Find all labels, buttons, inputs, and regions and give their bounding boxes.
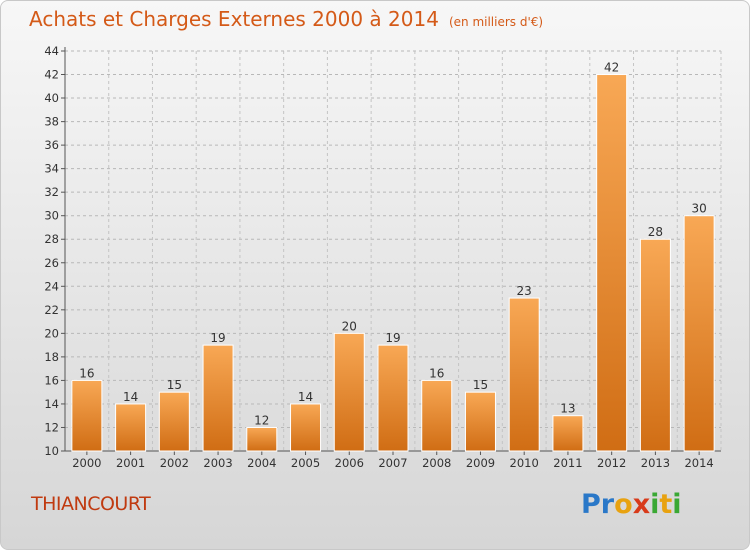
- bar-2012: [596, 74, 628, 452]
- bar-2004: [246, 426, 278, 452]
- y-tick-label: 38: [44, 115, 59, 129]
- x-tick-label: 2002: [160, 456, 189, 470]
- y-tick-label: 44: [44, 44, 59, 58]
- y-tick-label: 32: [44, 185, 59, 199]
- y-tick-label: 30: [44, 209, 59, 223]
- y-tick-label: 10: [44, 444, 59, 458]
- value-label: 28: [648, 225, 663, 239]
- chart-title: Achats et Charges Externes 2000 à 2014 (e…: [29, 7, 543, 31]
- y-tick-label: 18: [44, 350, 59, 364]
- value-label: 23: [517, 284, 532, 298]
- y-tick-label: 22: [44, 303, 59, 317]
- chart-title-main: Achats et Charges Externes 2000 à 2014: [29, 7, 439, 31]
- y-tick-label: 34: [44, 162, 59, 176]
- bar-2002: [158, 391, 190, 452]
- y-tick-label: 36: [44, 138, 59, 152]
- value-label: 13: [560, 402, 575, 416]
- value-label: 16: [79, 366, 94, 380]
- bar-2003: [202, 344, 234, 452]
- x-tick-label: 2004: [247, 456, 276, 470]
- value-label: 14: [123, 390, 138, 404]
- bar-2009: [464, 391, 496, 452]
- y-tick-label: 28: [44, 232, 59, 246]
- commune-name: THIANCOURT: [31, 493, 151, 515]
- x-tick-label: 2005: [291, 456, 320, 470]
- value-label: 15: [473, 378, 488, 392]
- bar-2014: [683, 215, 715, 452]
- value-label: 19: [385, 331, 400, 345]
- proxiti-logo: Proxiti: [581, 489, 682, 520]
- x-tick-label: 2011: [553, 456, 582, 470]
- value-label: 15: [167, 378, 182, 392]
- value-label: 30: [691, 202, 706, 216]
- value-label: 16: [429, 366, 444, 380]
- value-label: 19: [210, 331, 225, 345]
- x-tick-label: 2007: [378, 456, 407, 470]
- bar-2001: [115, 403, 147, 452]
- x-tick-label: 2003: [203, 456, 232, 470]
- x-tick-label: 2001: [116, 456, 145, 470]
- bar-2011: [552, 415, 584, 452]
- y-tick-label: 40: [44, 91, 59, 105]
- y-tick-label: 26: [44, 256, 59, 270]
- x-tick-label: 2014: [684, 456, 713, 470]
- value-label: 20: [342, 319, 357, 333]
- x-tick-label: 2006: [335, 456, 364, 470]
- y-tick-label: 20: [44, 326, 59, 340]
- x-tick-label: 2013: [641, 456, 670, 470]
- x-tick-label: 2009: [466, 456, 495, 470]
- bar-2008: [421, 379, 453, 452]
- bar-2000: [71, 379, 103, 452]
- value-label: 42: [604, 61, 619, 75]
- value-label: 12: [254, 413, 269, 427]
- bar-2007: [377, 344, 409, 452]
- y-tick-label: 16: [44, 373, 59, 387]
- bar-2010: [508, 297, 540, 452]
- x-tick-label: 2012: [597, 456, 626, 470]
- y-tick-label: 14: [44, 397, 59, 411]
- bar-2005: [290, 403, 322, 452]
- x-tick-label: 2010: [510, 456, 539, 470]
- x-tick-label: 2008: [422, 456, 451, 470]
- chart-title-unit: (en milliers d'€): [448, 15, 544, 29]
- bar-2006: [333, 332, 365, 452]
- x-tick-label: 2000: [72, 456, 101, 470]
- y-tick-label: 24: [44, 279, 59, 293]
- y-tick-label: 12: [44, 420, 59, 434]
- value-label: 14: [298, 390, 313, 404]
- bar-2013: [639, 238, 671, 452]
- y-tick-label: 42: [44, 68, 59, 82]
- bars: [71, 74, 715, 452]
- labels: 16 2000 14 2001 15 2002 19 2003 12 2004 14 2005 20 20…: [72, 61, 714, 470]
